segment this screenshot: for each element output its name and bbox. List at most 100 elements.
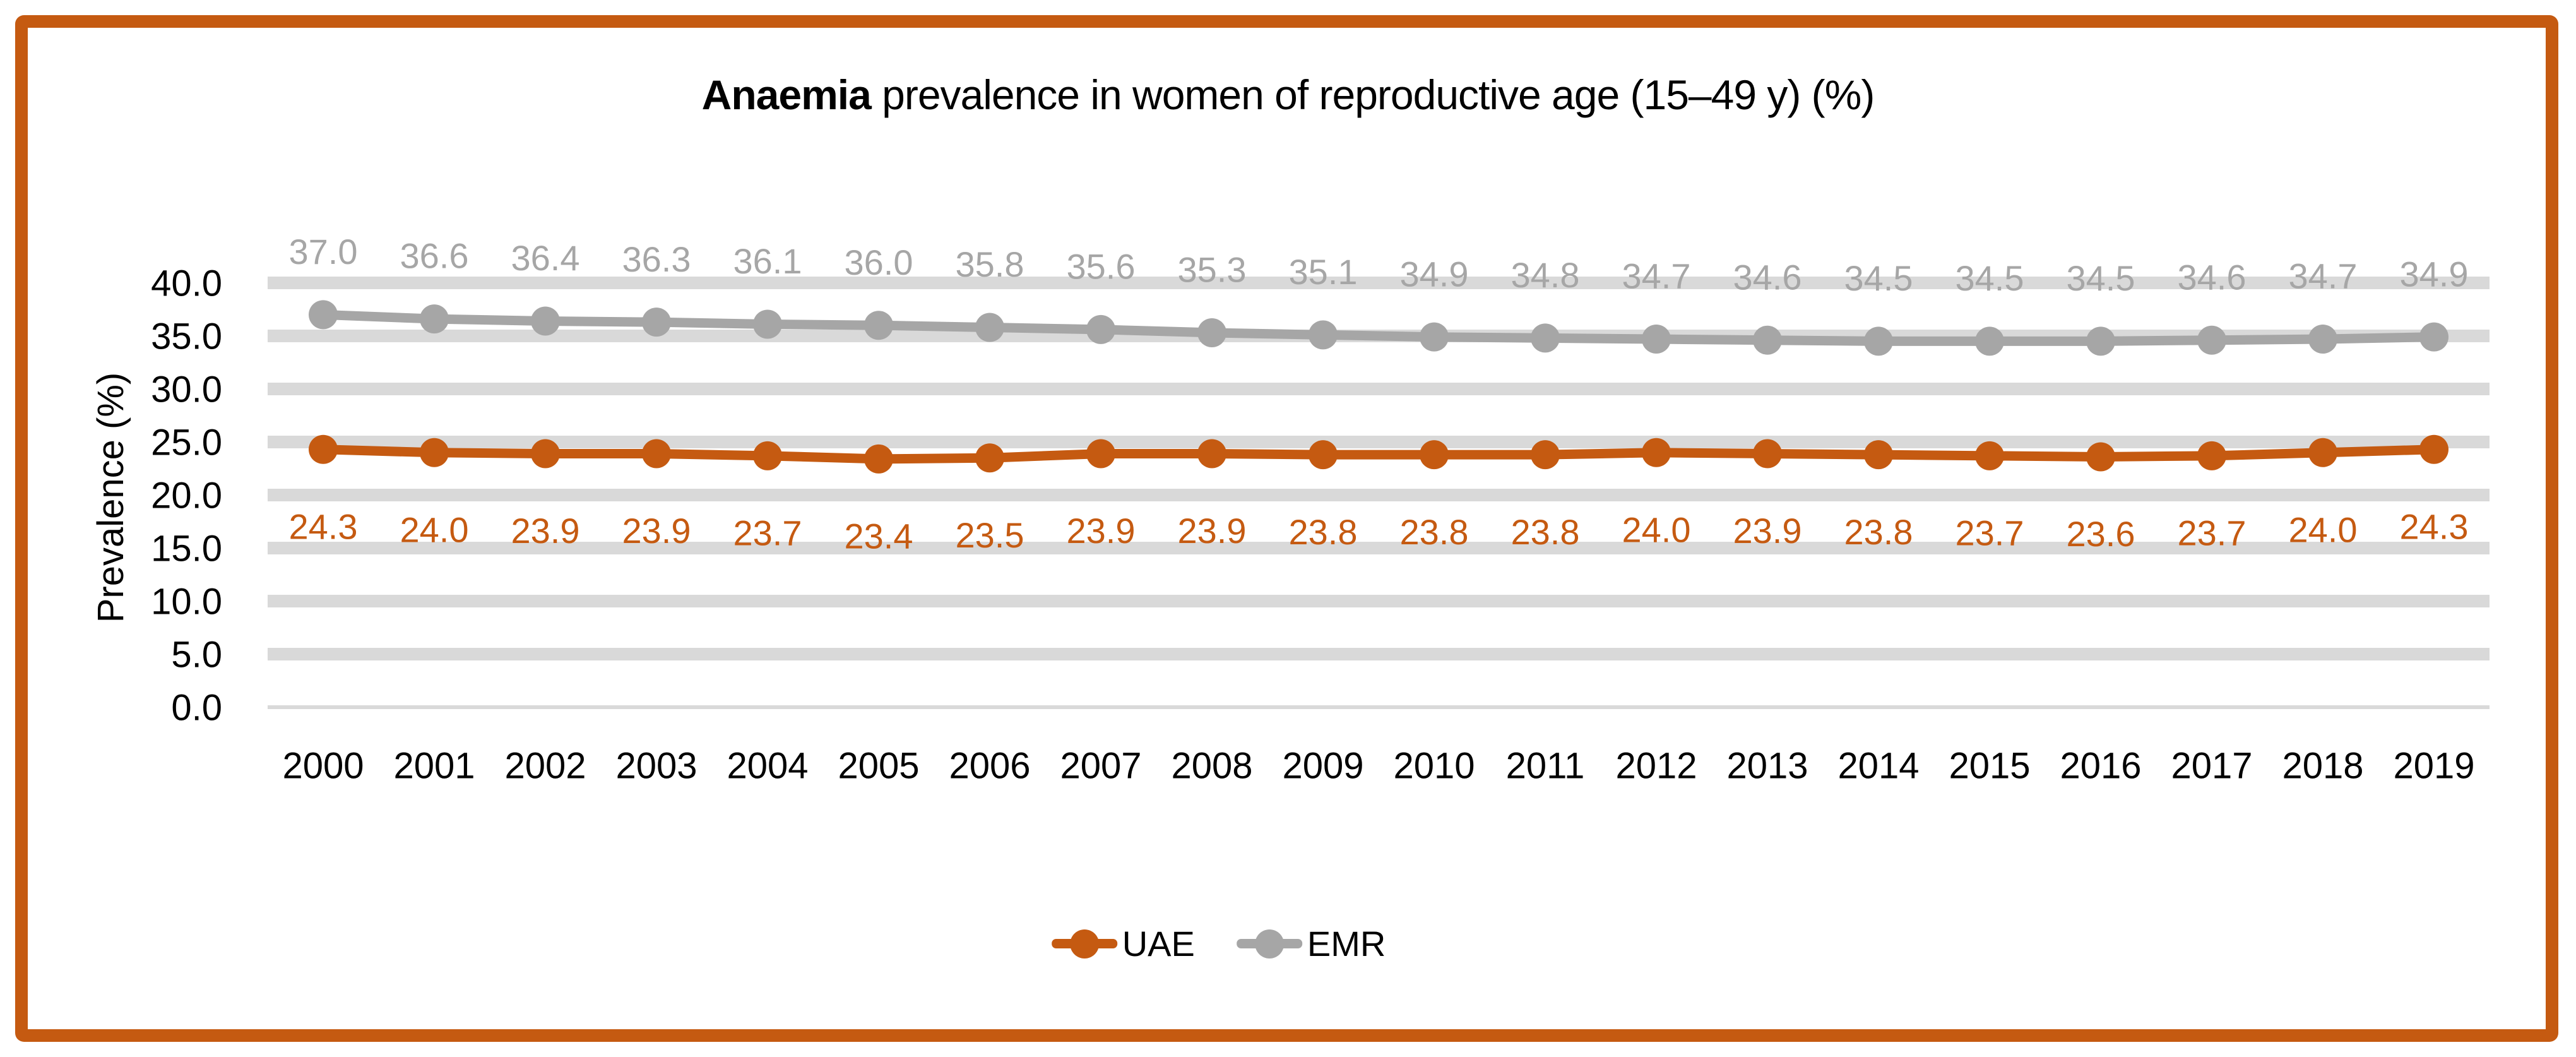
emr-marker [2197,325,2226,355]
uae-data-label: 23.9 [511,511,580,551]
uae-data-label: 23.7 [2178,513,2247,552]
y-tick-label: 30.0 [151,369,222,410]
emr-marker [1753,325,1782,355]
emr-marker [642,308,671,337]
y-tick-label: 35.0 [151,316,222,357]
emr-marker [1864,326,1893,356]
x-tick-label: 2016 [2060,745,2141,786]
emr-marker [753,309,782,339]
emr-data-label: 34.9 [2400,254,2469,294]
emr-marker [2086,326,2115,356]
emr-marker [1086,314,1115,344]
uae-marker [975,443,1004,473]
x-tick-label: 2005 [838,745,919,786]
gridline [268,648,2490,660]
x-tick-label: 2006 [949,745,1030,786]
gridline [268,277,2490,289]
uae-marker [531,439,560,469]
uae-line [323,445,2435,464]
x-tick-label: 2008 [1171,745,1252,786]
x-tick-label: 2010 [1393,745,1475,786]
uae-marker [1864,440,1893,470]
emr-data-label: 34.7 [2289,256,2358,296]
emr-marker [1420,322,1449,352]
uae-data-label: 23.7 [733,513,802,552]
gridline [268,542,2490,554]
x-tick-label: 2013 [1726,745,1808,786]
x-tick-label: 2019 [2393,745,2474,786]
x-tick-label: 2004 [727,745,808,786]
legend-item-emr: EMR [1236,923,1386,964]
uae-data-label: 23.9 [1178,511,1247,551]
x-tick-label: 2018 [2282,745,2363,786]
gridline [268,436,2490,448]
uae-data-label: 23.8 [1400,512,1469,552]
legend: UAE EMR [1051,923,1386,964]
emr-data-label: 36.6 [400,236,469,276]
uae-marker [420,438,449,467]
uae-marker [642,439,671,469]
uae-data-label: 23.8 [1511,512,1580,552]
emr-data-label: 36.0 [845,242,913,282]
y-tick-label: 5.0 [171,634,222,675]
uae-marker [1197,439,1226,469]
uae-data-label: 23.9 [1733,511,1802,551]
x-tick-label: 2014 [1837,745,1919,786]
uae-marker [1531,440,1560,470]
legend-line-swatch [1051,929,1117,958]
chart-title-rest: prevalence in women of reproductive age … [870,71,1875,118]
emr-data-label: 36.1 [733,241,802,281]
uae-marker [1309,440,1338,470]
x-tick-label: 2015 [1949,745,2030,786]
emr-data-label: 36.3 [622,239,691,279]
emr-marker [975,313,1004,342]
chart-title-bold: Anaemia [701,71,872,118]
legend-label: UAE [1122,924,1195,964]
emr-marker [420,304,449,334]
uae-data-label: 23.7 [1956,513,2024,552]
x-tick-label: 2012 [1615,745,1697,786]
emr-data-label: 34.5 [1956,258,2024,298]
legend-item-uae: UAE [1051,923,1195,964]
x-tick-label: 2003 [615,745,697,786]
emr-marker [1309,320,1338,350]
uae-data-label: 23.5 [956,515,1024,555]
uae-data-label: 24.3 [2400,506,2469,546]
x-tick-label: 2017 [2171,745,2252,786]
emr-data-label: 34.5 [1844,258,1913,298]
emr-data-label: 34.5 [2067,258,2135,298]
emr-data-label: 35.8 [956,244,1024,284]
emr-marker [1197,318,1226,347]
uae-data-label: 23.6 [2067,514,2135,554]
legend-marker-dot [1069,929,1099,958]
x-tick-label: 2002 [504,745,586,786]
emr-data-label: 34.6 [1733,257,1802,297]
uae-data-label: 23.9 [622,511,691,551]
uae-marker [309,434,338,464]
y-tick-label: 25.0 [151,422,222,463]
y-tick-label: 10.0 [151,581,222,622]
x-tick-label: 2001 [393,745,475,786]
uae-data-label: 24.0 [1622,510,1691,549]
emr-data-label: 35.3 [1178,250,1247,290]
uae-marker [2308,438,2337,467]
legend-line-swatch [1236,929,1302,958]
uae-data-label: 23.8 [1844,512,1913,552]
y-tick-label: 15.0 [151,528,222,569]
emr-data-label: 34.8 [1511,255,1580,295]
uae-data-label: 24.3 [289,506,358,546]
uae-marker [1086,439,1115,469]
uae-marker [864,444,893,474]
emr-data-label: 35.6 [1067,247,1136,287]
emr-marker [1531,323,1560,353]
uae-data-label: 24.0 [400,510,469,549]
x-axis-line [268,705,2490,709]
uae-marker [753,441,782,470]
emr-marker [1975,326,2004,356]
emr-marker [1642,325,1671,354]
uae-data-label: 24.0 [2289,510,2358,549]
uae-marker [1420,440,1449,470]
emr-marker [531,306,560,336]
uae-data-label: 23.8 [1289,512,1358,552]
y-tick-label: 40.0 [151,263,222,304]
